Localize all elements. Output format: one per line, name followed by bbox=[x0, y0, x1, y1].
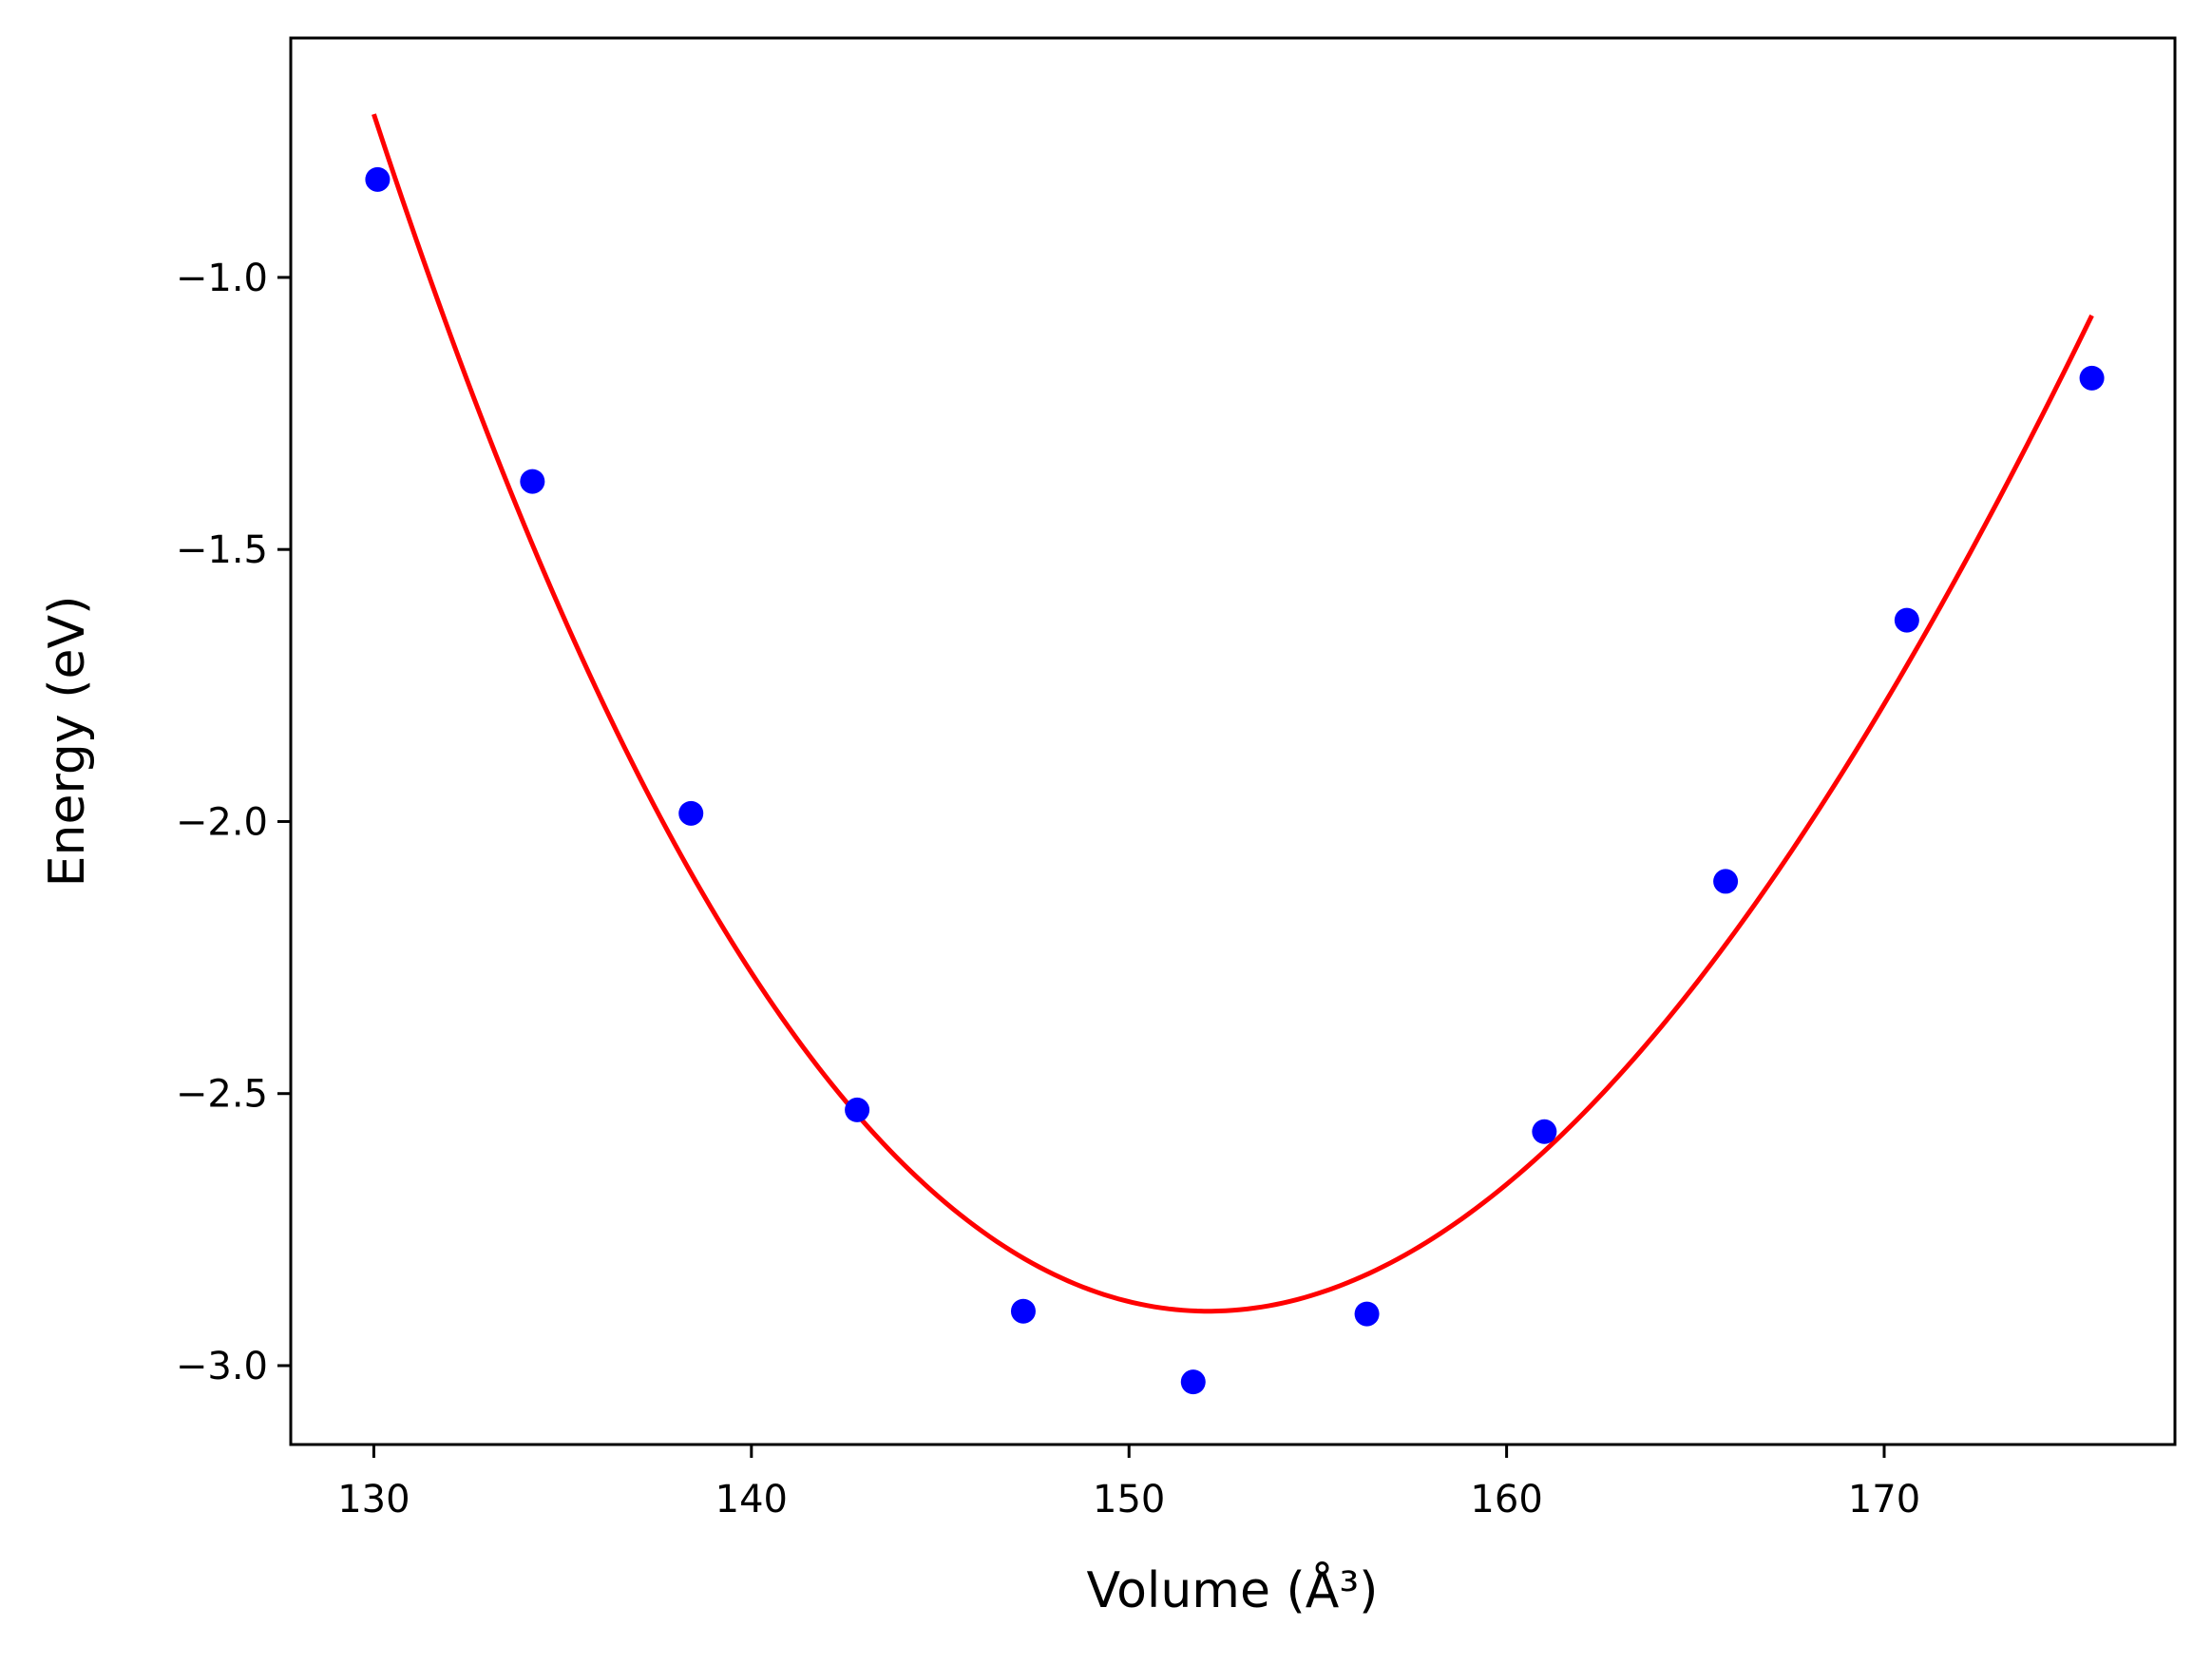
x-tick-label: 160 bbox=[1470, 1478, 1542, 1521]
y-tick-label: −1.0 bbox=[176, 257, 268, 300]
x-axis-ticks: 130 140 150 160 170 bbox=[337, 1445, 1920, 1521]
y-tick-label: −1.5 bbox=[176, 528, 268, 572]
data-point bbox=[678, 800, 704, 826]
data-point bbox=[365, 166, 391, 192]
y-tick-label: −3.0 bbox=[176, 1345, 268, 1388]
data-point bbox=[1532, 1119, 1557, 1144]
data-point bbox=[1713, 869, 1739, 894]
y-axis-label: Energy (eV) bbox=[39, 596, 96, 888]
data-point bbox=[1354, 1301, 1380, 1327]
scatter-points-layer bbox=[365, 166, 2105, 1395]
y-axis-ticks: −3.0 −2.5 −2.0 −1.5 −1.0 bbox=[176, 257, 291, 1388]
data-point bbox=[520, 469, 545, 494]
fit-curve bbox=[372, 113, 2094, 1314]
data-point bbox=[845, 1097, 870, 1122]
x-axis-label: Volume (Å³) bbox=[1087, 1560, 1379, 1619]
data-point bbox=[1180, 1369, 1206, 1395]
data-point bbox=[2079, 365, 2105, 391]
x-tick-label: 140 bbox=[715, 1478, 788, 1521]
data-point bbox=[1010, 1298, 1036, 1324]
plot-frame bbox=[289, 36, 2177, 1446]
x-tick-label: 170 bbox=[1848, 1478, 1920, 1521]
y-tick-label: −2.0 bbox=[176, 800, 268, 844]
x-tick-label: 150 bbox=[1093, 1478, 1165, 1521]
fit-curve-layer bbox=[372, 113, 2094, 1314]
x-tick-label: 130 bbox=[337, 1478, 410, 1521]
y-tick-label: −2.5 bbox=[176, 1073, 268, 1117]
data-point bbox=[1894, 607, 1919, 633]
